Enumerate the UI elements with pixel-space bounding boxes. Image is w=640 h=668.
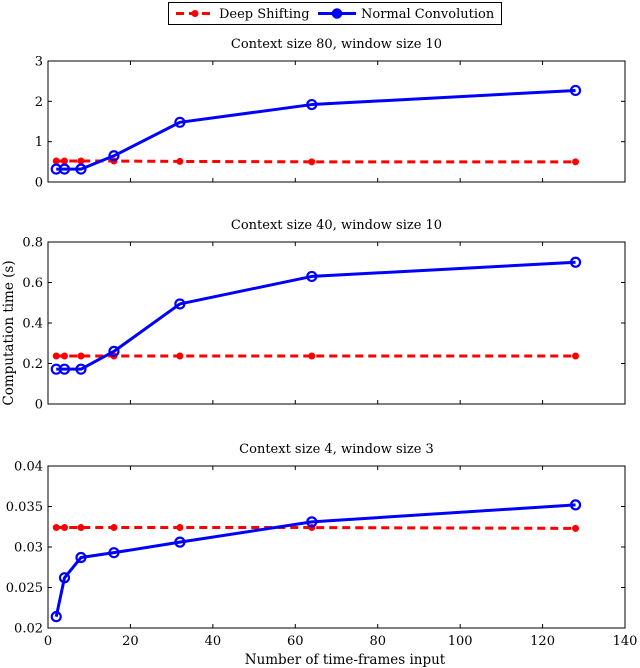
- y-tick-label: 0.035: [6, 500, 43, 515]
- x-tick-label: 20: [122, 634, 139, 649]
- y-tick-label: 0.6: [22, 276, 43, 291]
- data-point-normal-convolution: [174, 298, 186, 310]
- data-point-normal-convolution: [569, 256, 582, 268]
- data-point-normal-convolution: [50, 611, 62, 623]
- data-point-normal-convolution: [75, 551, 87, 564]
- panel-title: Context size 4, window size 3: [239, 442, 434, 457]
- data-point-deep-shifting: [308, 352, 316, 360]
- legend-label-deep-shifting: Deep Shifting: [219, 7, 310, 22]
- plot-frame: [47, 60, 626, 183]
- y-tick-label: 0.025: [6, 581, 43, 596]
- panel-3: Context size 4, window size 3 0 20 40 60 80 10…: [6, 442, 638, 649]
- series-line-normal-convolution: [56, 88, 576, 171]
- y-tick-label: 0: [35, 176, 43, 191]
- x-tick-label: 60: [287, 634, 304, 649]
- data-point-normal-convolution: [108, 345, 120, 357]
- y-tick-label: 0.2: [22, 357, 43, 372]
- data-point-normal-convolution: [569, 499, 582, 511]
- data-point-normal-convolution: [174, 116, 186, 128]
- y-tick-label: 0.04: [14, 460, 43, 475]
- data-point-deep-shifting: [176, 352, 184, 360]
- data-point-normal-convolution: [75, 163, 87, 175]
- panel-1: Context size 80, window size 10 0 1 2 3: [35, 37, 626, 191]
- y-tick-label: 1: [35, 135, 43, 150]
- data-point-deep-shifting: [572, 524, 580, 532]
- data-point-deep-shifting: [77, 524, 85, 532]
- data-point-deep-shifting: [77, 352, 85, 360]
- y-tick-label: 0.02: [14, 622, 43, 637]
- data-point-deep-shifting: [572, 352, 580, 360]
- series-line-normal-convolution: [54, 503, 576, 617]
- y-tick-label: 3: [35, 55, 43, 70]
- data-point-deep-shifting: [52, 352, 60, 360]
- data-point-deep-shifting: [308, 158, 316, 166]
- legend-marker-deep-shifting: [191, 10, 199, 17]
- legend: Deep Shifting Normal Convolution: [168, 2, 502, 25]
- x-axis-label: Number of time-frames input: [245, 652, 446, 668]
- data-point-normal-convolution: [58, 163, 71, 175]
- data-point-deep-shifting: [176, 524, 184, 532]
- x-tick-label: 40: [205, 634, 222, 649]
- data-point-normal-convolution: [174, 536, 186, 548]
- y-axis-label: Computation time (s): [1, 260, 17, 405]
- data-point-deep-shifting: [60, 352, 68, 360]
- panel-2: Context size 40, window size 10 0 0.2 0.4 0.…: [22, 218, 626, 413]
- data-point-normal-convolution: [75, 363, 87, 375]
- data-point-deep-shifting: [60, 157, 68, 165]
- x-tick-label: 80: [369, 634, 386, 649]
- panel-title: Context size 40, window size 10: [231, 218, 442, 233]
- legend-label-normal-convolution: Normal Convolution: [361, 7, 495, 22]
- legend-marker-normal-convolution: [331, 8, 343, 19]
- data-point-normal-convolution: [108, 547, 120, 559]
- data-point-deep-shifting: [110, 524, 118, 532]
- data-point-deep-shifting: [60, 524, 68, 532]
- data-point-deep-shifting: [52, 157, 60, 165]
- y-tick-label: 0.4: [22, 317, 43, 332]
- series-line-normal-convolution: [56, 260, 576, 371]
- series-line-deep-shifting: [56, 159, 576, 164]
- data-point-normal-convolution: [108, 150, 120, 162]
- x-tick-label: 0: [44, 634, 52, 649]
- data-point-deep-shifting: [176, 157, 184, 165]
- data-point-deep-shifting: [572, 158, 580, 166]
- y-tick-label: 0.03: [14, 541, 43, 556]
- x-tick-label: 100: [448, 634, 473, 649]
- y-tick-label: 0: [35, 398, 43, 413]
- plot-frame: [47, 241, 626, 405]
- y-tick-label: 0.8: [22, 236, 43, 251]
- data-point-deep-shifting: [52, 524, 60, 532]
- data-point-normal-convolution: [306, 516, 318, 528]
- data-point-deep-shifting: [77, 157, 85, 165]
- y-tick-label: 2: [35, 95, 43, 110]
- data-point-normal-convolution: [306, 270, 318, 283]
- data-point-normal-convolution: [58, 363, 71, 375]
- data-point-normal-convolution: [569, 84, 582, 97]
- panel-title: Context size 80, window size 10: [231, 37, 442, 52]
- x-tick-label: 140: [613, 634, 638, 649]
- plot-frame: [47, 465, 626, 629]
- x-tick-label: 120: [530, 634, 555, 649]
- series-line-deep-shifting: [56, 526, 576, 530]
- data-point-normal-convolution: [306, 98, 318, 111]
- data-point-normal-convolution: [58, 572, 71, 584]
